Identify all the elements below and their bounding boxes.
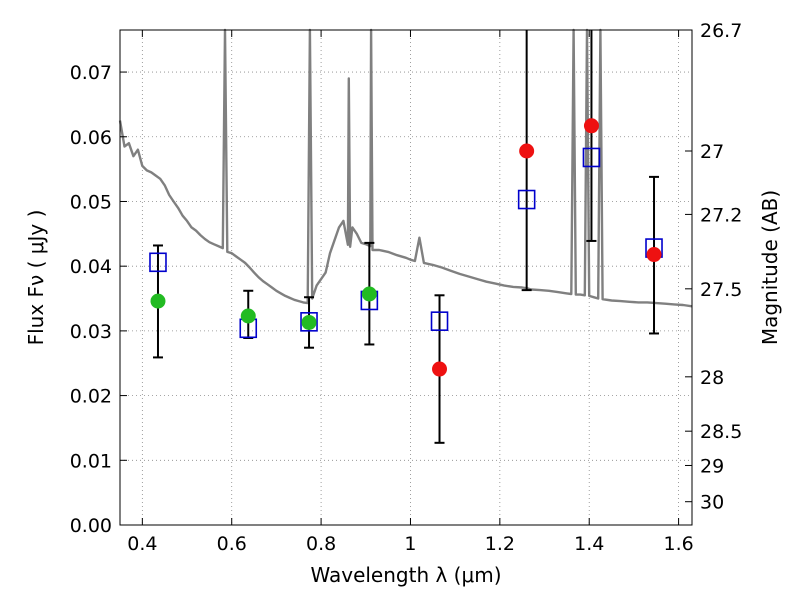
- model-photometry-markers: [149, 147, 663, 339]
- right-y-tick-label: 27.2: [700, 204, 742, 226]
- model-spectrum: [118, 28, 693, 308]
- x-tick-label: 0.6: [217, 533, 247, 555]
- measured-flux-markers: [150, 118, 662, 377]
- plot-frame: [119, 29, 693, 526]
- x-tick-label: 0.8: [306, 533, 336, 555]
- measured-flux-marker: [583, 118, 599, 134]
- axis-ticks: 0.4 0.6 0.8 1 1.2 1.4 1.6 0.00 0.01 0.02 0.03 0.04 0…: [70, 20, 743, 555]
- model-flux-marker: [430, 311, 449, 331]
- model-flux-marker: [517, 189, 536, 210]
- right-y-tick-label: 28.5: [700, 421, 742, 443]
- x-tick-label: 1: [404, 533, 416, 555]
- y-tick-label: 0.02: [70, 386, 112, 408]
- spectrum-line: [118, 28, 693, 308]
- x-tick-label: 1.6: [663, 533, 693, 555]
- model-flux-marker: [582, 147, 601, 168]
- x-tick-label: 0.4: [127, 533, 157, 555]
- grid: [120, 30, 692, 526]
- x-tick-label: 1.4: [574, 533, 604, 555]
- right-y-tick-label: 26.7: [700, 20, 742, 42]
- y-tick-label: 0.05: [70, 191, 112, 213]
- right-y-tick-label: 29: [700, 455, 724, 477]
- right-y-tick-label: 30: [700, 492, 724, 514]
- measured-flux-marker: [150, 293, 166, 309]
- right-y-axis-label: Magnitude (AB): [758, 190, 782, 345]
- model-flux-marker: [149, 252, 167, 273]
- measured-flux-marker: [301, 314, 317, 330]
- right-y-tick-label: 27: [700, 141, 724, 163]
- measured-flux-marker: [240, 308, 256, 324]
- model-flux-marker: [300, 312, 318, 332]
- measured-flux-marker: [519, 143, 535, 159]
- x-axis-label: Wavelength λ (μm): [310, 563, 501, 587]
- y-tick-label: 0.03: [70, 321, 112, 343]
- measured-flux-marker: [361, 286, 377, 302]
- x-tick-label: 1.2: [485, 533, 515, 555]
- y-tick-label: 0.06: [70, 127, 112, 149]
- error-bars: [152, 30, 660, 444]
- measured-flux-marker: [432, 361, 448, 377]
- right-y-tick-label: 28: [700, 367, 724, 389]
- y-axis-label: Flux Fν ( μJy ): [24, 210, 48, 346]
- y-tick-label: 0.00: [70, 515, 112, 537]
- y-tick-label: 0.07: [70, 62, 112, 84]
- right-y-tick-label: 27.5: [700, 279, 742, 301]
- measured-flux-marker: [646, 247, 662, 263]
- y-tick-label: 0.01: [70, 450, 112, 472]
- y-tick-label: 0.04: [70, 256, 112, 278]
